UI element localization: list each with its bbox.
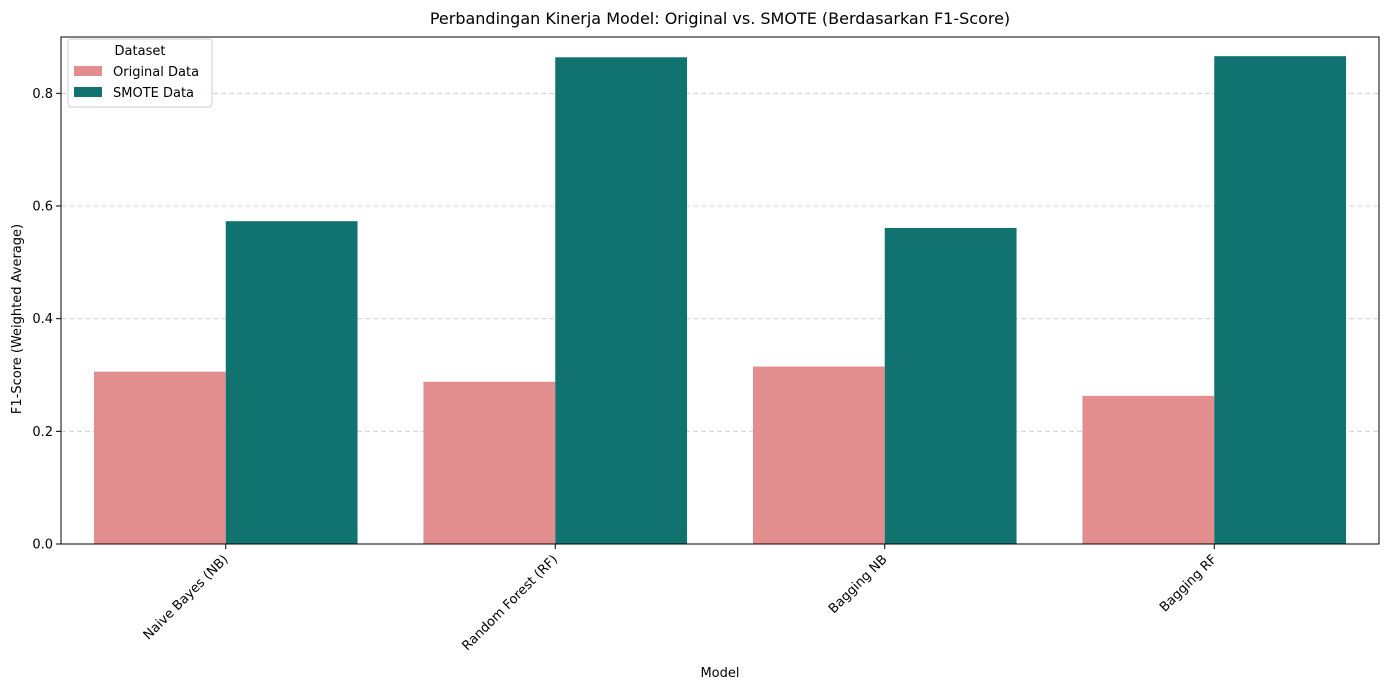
legend: Dataset Original Data SMOTE Data: [67, 38, 213, 108]
bar: [752, 366, 885, 544]
legend-swatch: [74, 87, 102, 97]
y-tick-label: 0.0: [32, 538, 53, 553]
plot-frame: [60, 36, 1380, 545]
bar: [884, 227, 1017, 544]
bar: [93, 371, 226, 544]
legend-label: SMOTE Data: [113, 86, 194, 101]
bar: [555, 57, 688, 544]
y-tick-label: 0.8: [32, 87, 53, 102]
chart-title: Perbandingan Kinerja Model: Original vs.…: [430, 9, 1010, 28]
y-axis-label: F1-Score (Weighted Average): [10, 224, 25, 414]
y-tick-label: 0.4: [32, 312, 53, 327]
legend-title: Dataset: [115, 44, 166, 59]
bar: [225, 221, 358, 544]
x-axis-label: Model: [700, 666, 739, 681]
bars-layer: [93, 56, 1347, 545]
bar: [423, 381, 556, 544]
legend-swatch: [74, 66, 102, 76]
legend-box: [67, 38, 213, 108]
legend-label: Original Data: [113, 65, 199, 80]
y-tick-label: 0.6: [32, 200, 53, 215]
bar: [1082, 395, 1215, 544]
y-tick-label: 0.2: [32, 425, 53, 440]
bar: [1214, 56, 1347, 545]
